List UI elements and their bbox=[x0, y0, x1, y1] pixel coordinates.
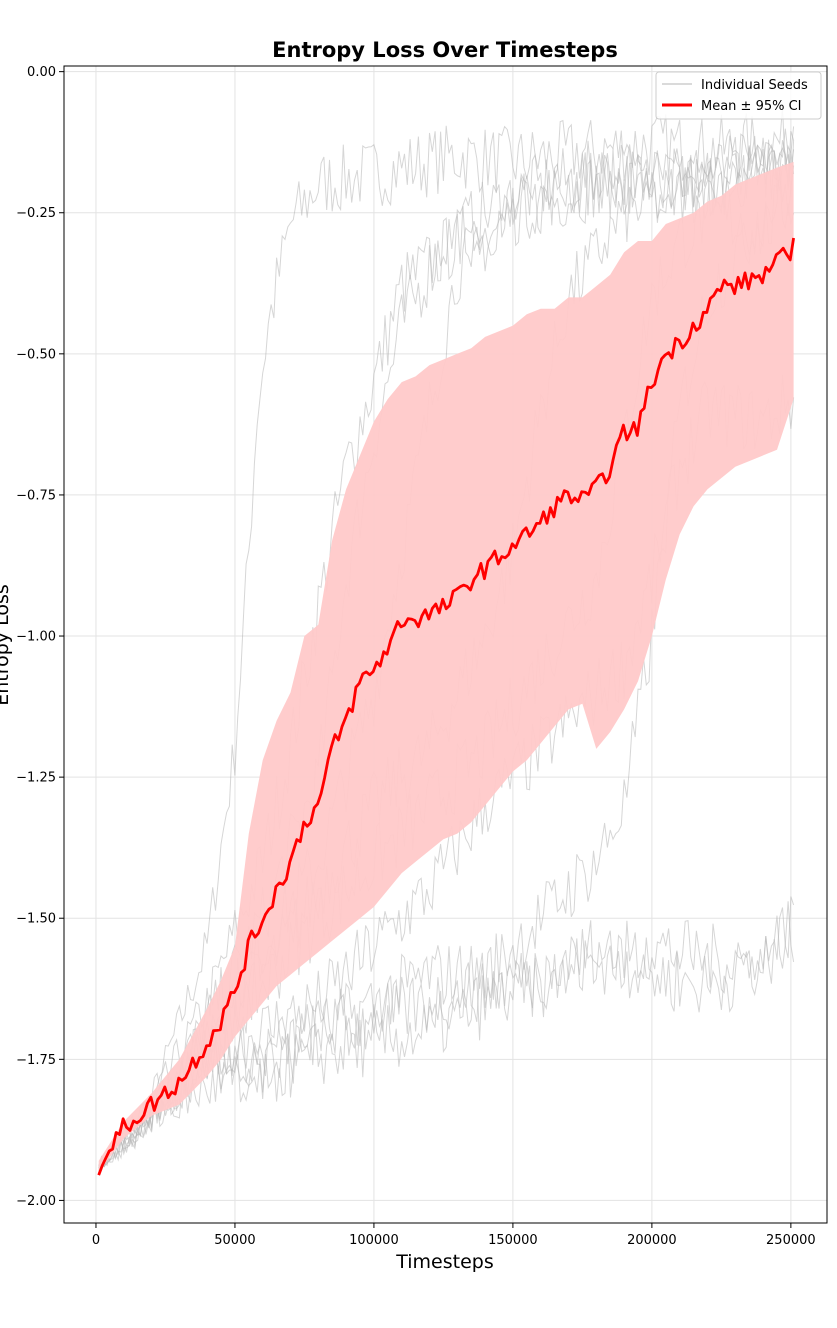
legend: Individual Seeds Mean ± 95% CI bbox=[655, 71, 822, 120]
seed-line bbox=[98, 901, 795, 1167]
plot-frame bbox=[63, 65, 828, 1224]
x-tick-label: 250000 bbox=[766, 1233, 816, 1248]
x-tick-label: 100000 bbox=[349, 1233, 399, 1248]
y-axis-label: Entropy Loss bbox=[0, 584, 13, 706]
y-tick-label: 0.00 bbox=[27, 65, 56, 80]
chart-title: Entropy Loss Over Timesteps bbox=[272, 38, 618, 62]
y-tick-label: −1.75 bbox=[16, 1053, 56, 1068]
x-tick-label: 0 bbox=[92, 1233, 100, 1248]
x-axis-label: Timesteps bbox=[395, 1251, 494, 1273]
y-tick-label: −2.00 bbox=[16, 1194, 56, 1209]
x-axis-ticks: 0 50000 100000 150000 200000 250000 bbox=[92, 1223, 816, 1248]
y-tick-label: −1.25 bbox=[16, 771, 56, 786]
y-tick-label: −0.50 bbox=[16, 347, 56, 362]
ci-band-group bbox=[98, 161, 794, 1173]
y-axis-ticks: 0.00 −0.25 −0.50 −0.75 −1.00 −1.25 −1.50 −1.75 −… bbox=[16, 65, 64, 1209]
mean-line bbox=[97, 237, 795, 1176]
seed-line bbox=[98, 128, 795, 1174]
x-tick-label: 200000 bbox=[627, 1233, 677, 1248]
seed-line bbox=[98, 126, 795, 1166]
y-tick-label: −1.50 bbox=[16, 912, 56, 927]
x-tick-label: 150000 bbox=[488, 1233, 538, 1248]
mean-line-group bbox=[97, 237, 795, 1176]
legend-entry-mean: Mean ± 95% CI bbox=[701, 99, 802, 114]
legend-box bbox=[655, 71, 822, 120]
seed-line bbox=[98, 106, 795, 1174]
legend-entry-seeds: Individual Seeds bbox=[701, 78, 808, 93]
y-tick-label: −0.75 bbox=[16, 488, 56, 503]
x-tick-label: 50000 bbox=[214, 1233, 255, 1248]
y-tick-label: −0.25 bbox=[16, 206, 56, 221]
ci-band bbox=[98, 161, 794, 1173]
y-tick-label: −1.00 bbox=[16, 630, 56, 645]
